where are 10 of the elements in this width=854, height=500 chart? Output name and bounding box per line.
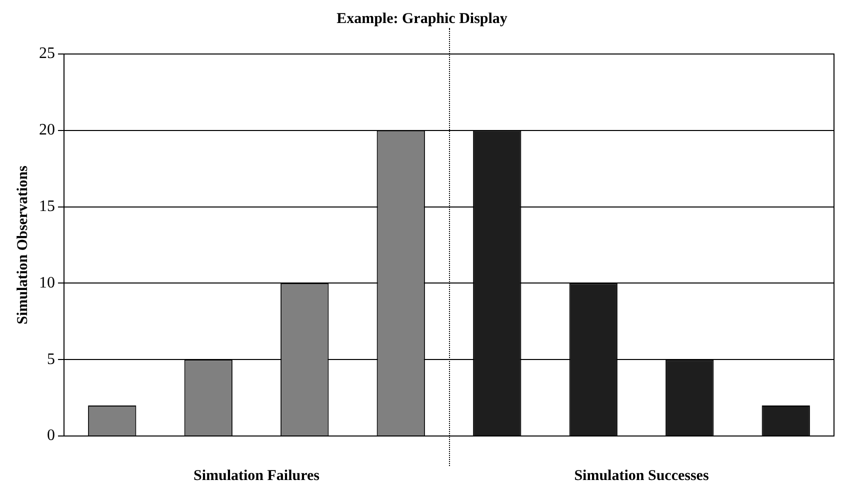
text: Simulation Successes <box>574 468 709 484</box>
chart-title: Example: Graphic Display <box>336 10 508 27</box>
y-tick-label: 10 <box>39 274 55 292</box>
y-tick-label: 20 <box>39 122 55 139</box>
y-tick-label: 25 <box>39 45 55 62</box>
y-tick-label: 15 <box>39 198 55 216</box>
text: Simulation Failures <box>194 468 320 484</box>
y-axis-title: Simulation Observations <box>14 165 31 324</box>
y-tick-label: 0 <box>47 427 55 444</box>
y-tick-label: 5 <box>47 350 55 368</box>
